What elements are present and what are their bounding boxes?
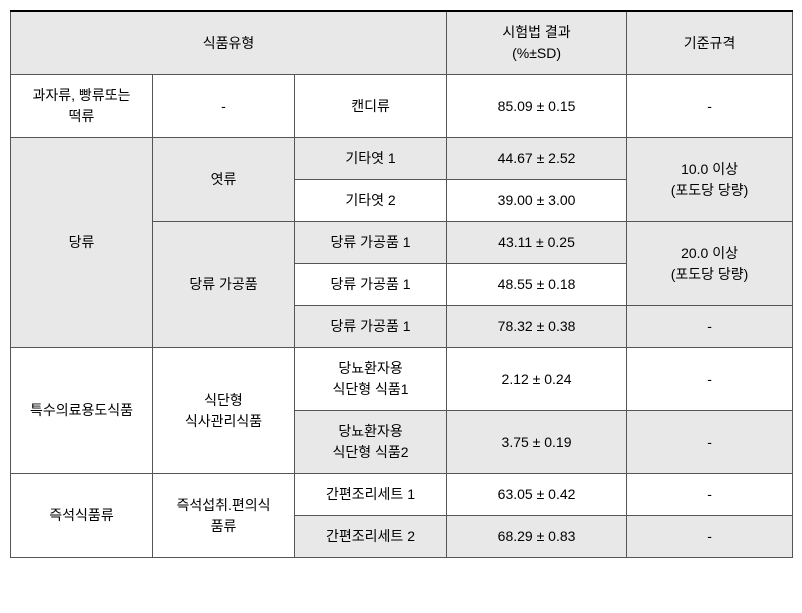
table-row: 당류 엿류 기타엿 1 44.67 ± 2.52 10.0 이상(포도당 당량): [11, 138, 793, 180]
cell-subcategory: 당류 가공품: [153, 222, 295, 348]
cell-item: 당류 가공품 1: [295, 306, 447, 348]
cell-result: 78.32 ± 0.38: [447, 306, 627, 348]
cell-result: 43.11 ± 0.25: [447, 222, 627, 264]
header-standard: 기준규격: [627, 11, 793, 75]
cell-item: 당류 가공품 1: [295, 264, 447, 306]
cell-category: 당류: [11, 138, 153, 348]
cell-subcategory: 엿류: [153, 138, 295, 222]
cell-standard: -: [627, 306, 793, 348]
cell-item: 간편조리세트 2: [295, 516, 447, 558]
cell-subcategory: -: [153, 75, 295, 138]
cell-item: 기타엿 2: [295, 180, 447, 222]
cell-item: 당류 가공품 1: [295, 222, 447, 264]
cell-result: 39.00 ± 3.00: [447, 180, 627, 222]
table-row: 과자류, 빵류또는떡류 - 캔디류 85.09 ± 0.15 -: [11, 75, 793, 138]
table-row: 즉석식품류 즉석섭취.편의식품류 간편조리세트 1 63.05 ± 0.42 -: [11, 474, 793, 516]
header-food-type: 식품유형: [11, 11, 447, 75]
cell-subcategory: 식단형식사관리식품: [153, 348, 295, 474]
cell-category: 특수의료용도식품: [11, 348, 153, 474]
cell-category: 과자류, 빵류또는떡류: [11, 75, 153, 138]
cell-standard: -: [627, 411, 793, 474]
cell-item: 당뇨환자용식단형 식품1: [295, 348, 447, 411]
cell-standard: -: [627, 516, 793, 558]
cell-item: 기타엿 1: [295, 138, 447, 180]
cell-result: 63.05 ± 0.42: [447, 474, 627, 516]
cell-category: 즉석식품류: [11, 474, 153, 558]
cell-item: 간편조리세트 1: [295, 474, 447, 516]
cell-result: 44.67 ± 2.52: [447, 138, 627, 180]
cell-item: 당뇨환자용식단형 식품2: [295, 411, 447, 474]
cell-standard: 10.0 이상(포도당 당량): [627, 138, 793, 222]
cell-standard: -: [627, 75, 793, 138]
cell-subcategory: 즉석섭취.편의식품류: [153, 474, 295, 558]
cell-standard: -: [627, 474, 793, 516]
data-table: 식품유형 시험법 결과(%±SD) 기준규격 과자류, 빵류또는떡류 - 캔디류…: [10, 10, 793, 558]
cell-standard: -: [627, 348, 793, 411]
header-result: 시험법 결과(%±SD): [447, 11, 627, 75]
cell-item: 캔디류: [295, 75, 447, 138]
cell-result: 48.55 ± 0.18: [447, 264, 627, 306]
table-row: 특수의료용도식품 식단형식사관리식품 당뇨환자용식단형 식품1 2.12 ± 0…: [11, 348, 793, 411]
cell-result: 68.29 ± 0.83: [447, 516, 627, 558]
cell-result: 2.12 ± 0.24: [447, 348, 627, 411]
cell-standard: 20.0 이상(포도당 당량): [627, 222, 793, 306]
cell-result: 85.09 ± 0.15: [447, 75, 627, 138]
cell-result: 3.75 ± 0.19: [447, 411, 627, 474]
